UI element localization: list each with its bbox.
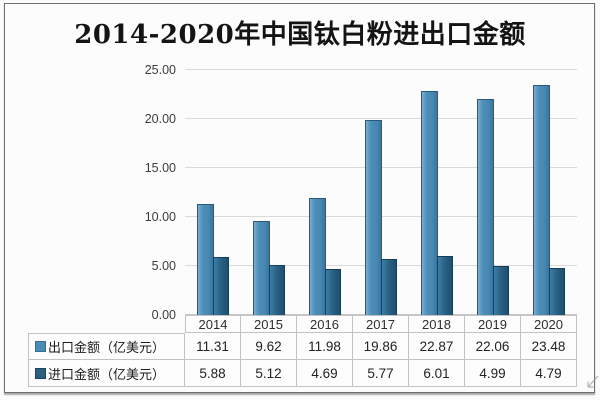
y-tick-label: 5.00 [151, 259, 176, 273]
table-value-2014-export: 11.31 [185, 333, 241, 360]
table-value-2017-import: 5.77 [353, 360, 409, 387]
bar-group-2019 [465, 70, 521, 315]
table-year-2019: 2019 [465, 315, 521, 333]
bar-import-2017 [381, 258, 397, 315]
y-tick-label: 20.00 [144, 112, 176, 126]
bar-group-2017 [353, 70, 409, 315]
gridline-25 [185, 69, 577, 70]
cursor-arrow-icon [587, 375, 599, 388]
table-value-2015-export: 9.62 [241, 333, 297, 360]
legend-cell-export: 出口金额（亿美元） [28, 333, 185, 360]
gridline-20 [185, 118, 577, 119]
plot-area [185, 69, 577, 315]
bar-group-2020 [521, 70, 577, 315]
table-value-2017-export: 19.86 [353, 333, 409, 360]
export-legend-swatch-icon [35, 341, 46, 352]
bar-group-2018 [409, 70, 465, 315]
bar-groups [185, 70, 577, 315]
bar-group-2016 [297, 70, 353, 315]
bar-export-2020 [533, 84, 550, 315]
legend-label: 进口金额（亿美元） [48, 366, 166, 382]
import-legend-swatch-icon [35, 367, 46, 379]
table-year-2018: 2018 [409, 315, 465, 333]
bar-export-2014 [197, 204, 214, 315]
table-corner-spacer [28, 315, 185, 333]
table-value-2020-import: 4.79 [521, 360, 577, 387]
table-value-2016-import: 4.69 [297, 360, 353, 387]
legend-label: 出口金额（亿美元） [48, 340, 166, 355]
legend-cell-import: 进口金额（亿美元） [28, 360, 185, 387]
table-value-2020-export: 23.48 [521, 333, 577, 360]
y-tick-label: 0.00 [151, 308, 176, 322]
table-year-2015: 2015 [241, 315, 297, 333]
bar-import-2019 [493, 266, 509, 315]
table-year-2016: 2016 [297, 315, 353, 333]
table-value-2018-export: 22.87 [409, 333, 465, 360]
table-value-2016-export: 11.98 [297, 333, 353, 360]
bar-export-2017 [365, 120, 382, 315]
chart-title: 2014-2020年中国钛白粉进出口金额 [74, 20, 526, 50]
table-year-2020: 2020 [521, 315, 577, 333]
data-table: 2014 2015 2016 2017 2018 2019 2020 出口金额（亿美元） 11.… [28, 315, 577, 387]
table-year-2014: 2014 [185, 315, 241, 333]
bar-import-2018 [437, 256, 453, 315]
table-value-2019-export: 22.06 [465, 333, 521, 360]
bar-group-2015 [241, 70, 297, 315]
bar-group-2014 [185, 70, 241, 315]
bar-import-2020 [549, 268, 565, 315]
table-value-2018-import: 6.01 [409, 360, 465, 387]
y-tick-label: 15.00 [144, 161, 176, 175]
table-year-2017: 2017 [353, 315, 409, 333]
bar-export-2019 [477, 98, 494, 315]
bar-import-2015 [269, 264, 285, 315]
bar-import-2014 [213, 257, 229, 315]
table-value-2014-import: 5.88 [185, 360, 241, 387]
table-value-2019-import: 4.99 [465, 360, 521, 387]
y-tick-label: 10.00 [144, 210, 176, 224]
bar-export-2015 [253, 220, 270, 315]
bar-import-2016 [325, 269, 341, 315]
bar-export-2018 [421, 90, 438, 315]
bar-export-2016 [309, 197, 326, 315]
table-value-2015-import: 5.12 [241, 360, 297, 387]
y-tick-label: 25.00 [144, 63, 176, 77]
